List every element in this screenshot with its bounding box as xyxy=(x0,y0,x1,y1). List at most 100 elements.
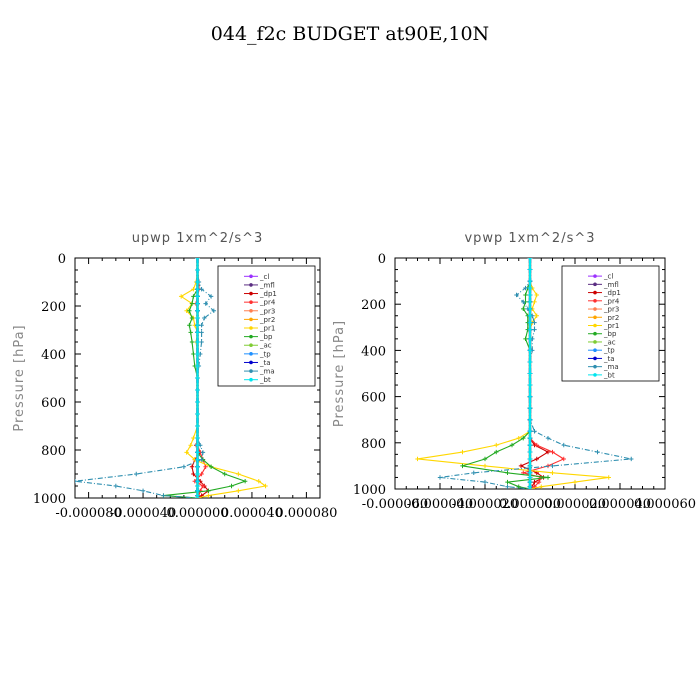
data-point xyxy=(572,479,578,485)
y-axis-label: Pressure [hPa] xyxy=(332,320,347,427)
legend-label: _bp xyxy=(259,333,273,341)
data-point xyxy=(187,308,192,313)
legend-marker xyxy=(593,373,597,377)
data-point xyxy=(195,435,200,441)
legend-label: _ac xyxy=(259,342,272,350)
data-point xyxy=(527,299,533,305)
data-point xyxy=(195,301,200,306)
data-point xyxy=(482,463,488,469)
data-point xyxy=(195,488,200,493)
data-point xyxy=(195,339,200,345)
x-tick-label: 0.000000 xyxy=(499,497,561,512)
data-point xyxy=(181,464,187,469)
data-point xyxy=(195,464,200,469)
series-group xyxy=(415,258,634,489)
x-tick-label: -0.000020 xyxy=(452,497,518,512)
data-point xyxy=(189,464,195,469)
y-tick-label: 800 xyxy=(41,444,66,459)
x-tick-label: -0.000040 xyxy=(407,497,473,512)
data-point xyxy=(550,449,555,455)
data-point xyxy=(195,399,200,405)
data-point xyxy=(195,287,200,292)
y-axis-label: Pressure [hPa] xyxy=(12,324,27,431)
data-point xyxy=(527,320,533,325)
data-point xyxy=(534,313,539,318)
legend-label: _ac xyxy=(603,338,616,346)
data-point xyxy=(437,475,443,480)
data-point xyxy=(527,278,533,284)
data-point xyxy=(532,299,537,305)
series-line-dp1 xyxy=(519,258,550,489)
data-point xyxy=(561,442,566,448)
data-point xyxy=(188,330,193,335)
y-tick-label: 1000 xyxy=(353,483,386,498)
legend-marker xyxy=(249,326,253,330)
data-point xyxy=(521,435,526,441)
x-tick-label: 0.000020 xyxy=(544,497,606,512)
panel-title: vpwp 1xm^2/s^3 xyxy=(464,231,595,246)
legend-marker xyxy=(593,364,597,369)
data-point xyxy=(200,483,206,489)
data-point xyxy=(189,315,195,321)
data-point xyxy=(521,306,526,312)
data-point xyxy=(195,483,200,489)
x-tick-label: 0.000040 xyxy=(589,497,651,512)
data-point xyxy=(561,456,566,462)
legend-marker xyxy=(593,323,597,328)
data-point xyxy=(494,449,499,455)
panel-1: upwp 1xm^2/s^3 Pressure [hPa] 0 200 400 600 80… xyxy=(12,231,337,521)
legend-label: _pr1 xyxy=(259,325,275,333)
x-tick-label: 0.000000 xyxy=(166,506,228,521)
data-point xyxy=(195,411,200,417)
data-point xyxy=(195,471,200,477)
legend-label: _ta xyxy=(259,359,271,367)
data-point xyxy=(532,479,537,485)
legend-marker xyxy=(249,352,253,356)
data-point xyxy=(242,479,248,484)
data-point xyxy=(527,442,533,448)
data-point xyxy=(527,449,533,455)
data-point xyxy=(527,258,533,261)
data-point xyxy=(527,285,533,291)
data-point xyxy=(460,449,465,455)
data-point xyxy=(471,470,476,476)
data-point xyxy=(191,351,196,357)
data-point xyxy=(532,320,537,325)
x-tick-label: -0.000040 xyxy=(110,506,176,521)
data-point xyxy=(521,299,526,305)
legend-marker xyxy=(249,274,253,279)
x-tick-label: 0.000060 xyxy=(634,497,696,512)
data-point xyxy=(189,339,195,345)
legend-label: _pr3 xyxy=(603,306,619,314)
data-point xyxy=(203,301,208,306)
data-point xyxy=(516,484,521,489)
data-point xyxy=(75,479,78,484)
data-point xyxy=(505,470,510,476)
data-point xyxy=(191,435,196,441)
legend-marker xyxy=(249,343,253,348)
data-point xyxy=(199,471,204,477)
data-point xyxy=(203,464,208,469)
data-point xyxy=(415,456,420,462)
legend-label: _bt xyxy=(603,371,615,379)
legend-marker xyxy=(593,290,597,295)
data-point xyxy=(256,479,261,484)
data-point xyxy=(527,306,533,312)
data-point xyxy=(518,463,524,469)
data-point xyxy=(229,483,234,489)
data-point xyxy=(534,292,539,298)
legend-marker xyxy=(593,356,597,361)
data-point xyxy=(200,450,206,455)
series-group xyxy=(75,258,268,498)
data-point xyxy=(202,315,207,321)
data-point xyxy=(195,495,200,498)
data-point xyxy=(516,435,521,441)
data-point xyxy=(206,493,211,498)
data-point xyxy=(208,464,214,469)
legend-label: _pr1 xyxy=(603,322,619,330)
panel-2: vpwp 1xm^2/s^3 Pressure [hPa] 0 200 400 600 80… xyxy=(332,231,696,512)
y-tick-label: 200 xyxy=(41,300,66,315)
data-point xyxy=(527,435,533,441)
data-point xyxy=(195,294,200,299)
data-point xyxy=(527,479,533,485)
